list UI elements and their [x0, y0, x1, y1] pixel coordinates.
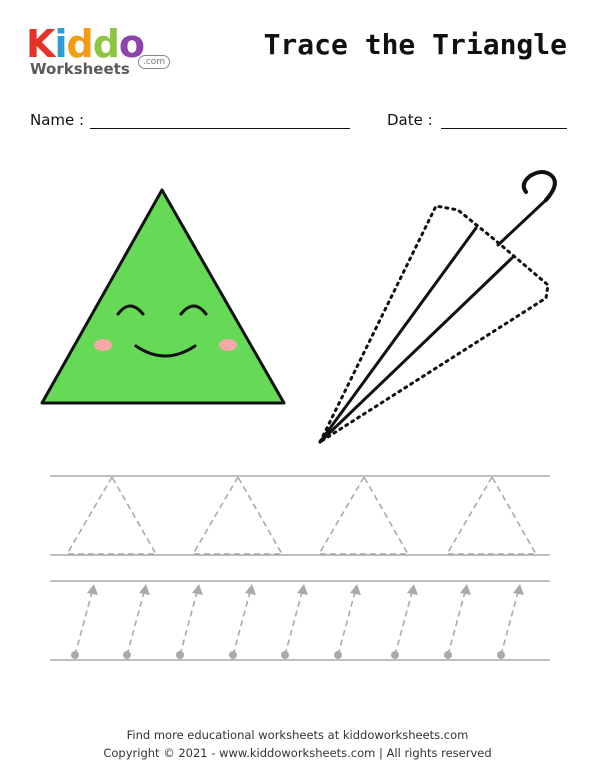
arrow-head-icon [87, 584, 98, 595]
left-eye [116, 304, 145, 316]
triangle-shape [40, 188, 286, 405]
umbrella-rib-right [318, 256, 514, 444]
date-field[interactable] [441, 128, 567, 129]
logo-letter: i [54, 22, 67, 66]
umbrella-shaft [496, 198, 548, 247]
triangle-tracing-row [50, 475, 550, 556]
smiling-triangle-illustration [40, 188, 286, 405]
dashed-slant-arrow [391, 584, 418, 659]
umbrella-tracing-illustration [318, 170, 557, 444]
slanted-line-tracing-row [50, 580, 550, 661]
slant-dashed-line [394, 591, 413, 656]
dashed-slant-arrow [444, 584, 471, 659]
date-label: Date : [387, 111, 433, 129]
footer-copyright-text: Copyright © 2021 - www.kiddoworksheets.c… [103, 746, 492, 760]
dashed-triangle [317, 475, 410, 555]
arrow-head-icon [139, 584, 150, 595]
right-eye [179, 304, 208, 316]
slant-dashed-line [284, 591, 303, 656]
arrow-head-icon [460, 584, 471, 595]
start-dot [497, 651, 505, 659]
left-cheek [94, 339, 112, 351]
dashed-slant-arrow [497, 584, 524, 659]
umbrella-rib-left [318, 226, 478, 444]
logo-letter: K [26, 22, 55, 66]
logo-com-badge: .com [138, 55, 171, 69]
logo-letter: d [66, 22, 93, 66]
start-dot [229, 651, 237, 659]
start-dot [281, 651, 289, 659]
start-dot [71, 651, 79, 659]
slant-dashed-line [179, 591, 198, 656]
dashed-slant-arrow [123, 584, 150, 659]
start-dot [391, 651, 399, 659]
dashed-triangle [191, 475, 284, 555]
arrow-head-icon [297, 584, 308, 595]
dashed-slant-arrow [229, 584, 256, 659]
arrow-head-icon [192, 584, 203, 595]
arrow-head-icon [245, 584, 256, 595]
dashed-slant-arrow [281, 584, 308, 659]
slant-dashed-line [74, 591, 93, 656]
start-dot [334, 651, 342, 659]
page-title: Trace the Triangle [263, 28, 567, 61]
slant-dashed-line [126, 591, 145, 656]
logo-letter: d [92, 22, 120, 66]
start-dot [123, 651, 131, 659]
logo-subtitle: Worksheets [30, 60, 130, 78]
slant-dashed-line [232, 591, 251, 656]
name-field[interactable] [90, 128, 350, 129]
dashed-triangle [65, 475, 158, 555]
dashed-triangle [445, 475, 538, 555]
arrow-head-icon [350, 584, 361, 595]
right-cheek [219, 339, 237, 351]
smile-mouth [134, 344, 197, 358]
kiddo-worksheets-logo: Kiddo Worksheets .com [26, 24, 176, 84]
umbrella-dotted-outline [318, 204, 550, 444]
dashed-slant-arrow [334, 584, 361, 659]
dashed-slant-arrow [71, 584, 98, 659]
arrow-head-icon [407, 584, 418, 595]
arrow-head-icon [513, 584, 524, 595]
dashed-slant-arrow [176, 584, 203, 659]
slant-dashed-line [447, 591, 466, 656]
footer-promo-text: Find more educational worksheets at kidd… [126, 728, 469, 742]
start-dot [176, 651, 184, 659]
start-dot [444, 651, 452, 659]
umbrella-handle [521, 170, 557, 202]
slant-dashed-line [500, 591, 519, 656]
slant-dashed-line [337, 591, 356, 656]
name-label: Name : [30, 111, 85, 129]
